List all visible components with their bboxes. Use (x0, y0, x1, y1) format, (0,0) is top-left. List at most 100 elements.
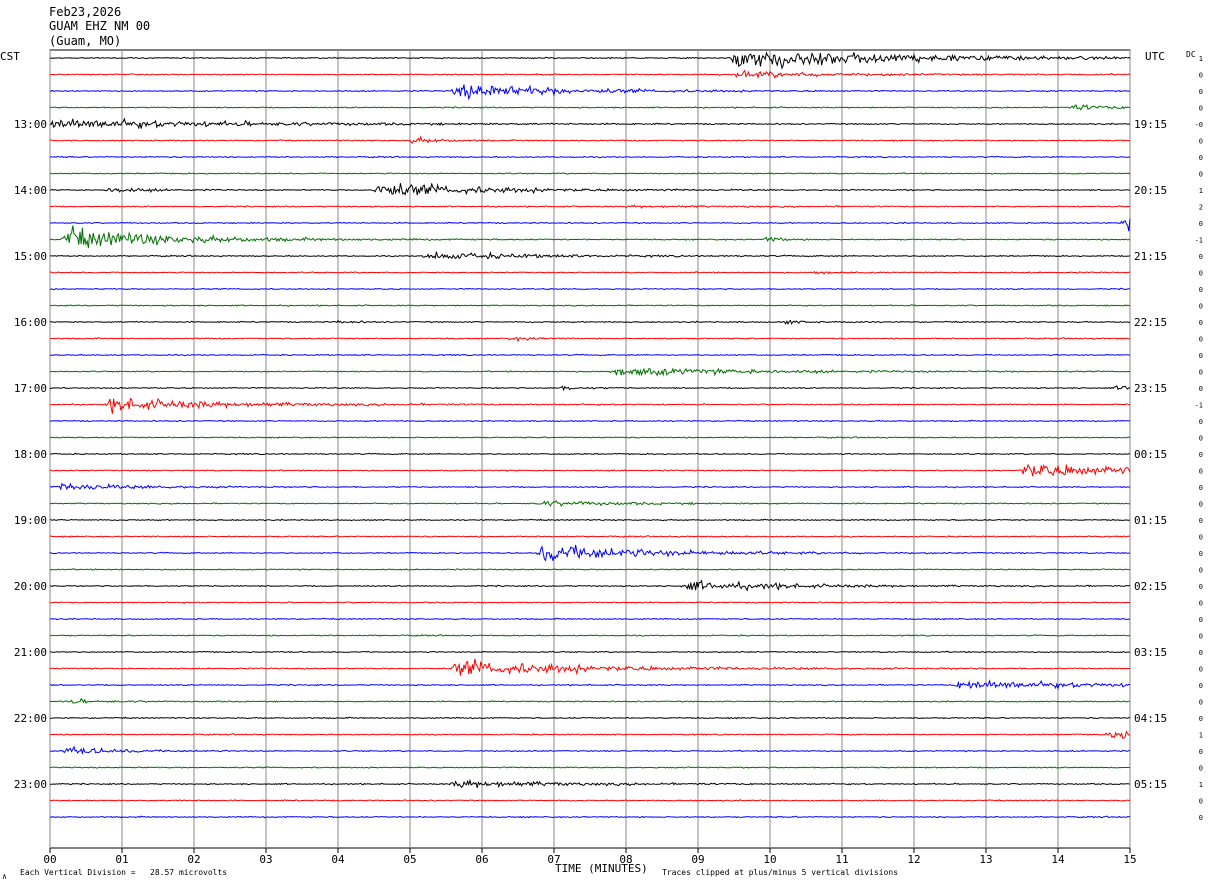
trace-line (49, 104, 1131, 111)
trace-line (49, 482, 1131, 491)
utc-hour-label: 03:15 (1134, 646, 1167, 659)
trace-line (49, 436, 1131, 439)
utc-hour-label: 19:15 (1134, 118, 1167, 131)
corner-mark: ∧ (2, 872, 7, 881)
trace-line (49, 745, 1131, 756)
trace-line (49, 204, 1131, 209)
trace-line (49, 579, 1131, 592)
dc-offset-value: 0 (1199, 369, 1203, 377)
dc-offset-value: 0 (1199, 88, 1203, 96)
trace-line (50, 250, 1131, 260)
dc-offset-value: 1 (1199, 187, 1203, 195)
dc-offset-value: 0 (1199, 682, 1203, 690)
utc-hour-label: 02:15 (1134, 580, 1167, 593)
x-tick-label: 03 (259, 853, 272, 866)
x-tick-label: 14 (1051, 853, 1065, 866)
cst-hour-label: 16:00 (14, 316, 47, 329)
cst-hour-label: 21:00 (14, 646, 47, 659)
x-tick-label: 09 (691, 853, 704, 866)
trace-line (49, 815, 1131, 819)
dc-offset-value: 0 (1199, 138, 1203, 146)
trace-line (49, 463, 1131, 477)
utc-hour-label: 20:15 (1134, 184, 1167, 197)
trace-line (49, 225, 1130, 249)
x-tick-label: 12 (907, 853, 920, 866)
x-tick-label: 11 (835, 853, 848, 866)
trace-line (49, 384, 1131, 392)
utc-hour-label: 04:15 (1134, 712, 1167, 725)
trace-line (49, 304, 1130, 307)
trace-line (49, 500, 1131, 507)
division-scale-note: Each Vertical Division = 28.57 microvolt… (20, 868, 228, 877)
dc-header: DC (1186, 50, 1196, 59)
x-tick-label: 05 (403, 853, 416, 866)
dc-offset-value: 0 (1199, 633, 1203, 641)
trace-line (50, 218, 1131, 232)
dc-offset-value: 0 (1199, 534, 1203, 542)
dc-offset-value: 0 (1199, 319, 1203, 327)
trace-line (49, 135, 1131, 144)
trace-line (50, 367, 1131, 377)
dc-offset-value: 0 (1199, 484, 1203, 492)
trace-line (49, 518, 1131, 522)
x-tick-label: 01 (115, 853, 128, 866)
dc-offset-value: 0 (1199, 501, 1203, 509)
cst-hour-label: 23:00 (14, 778, 47, 791)
x-tick-label: 00 (43, 853, 56, 866)
dc-offset-value: 0 (1199, 616, 1203, 624)
dc-offset-value: 0 (1199, 303, 1203, 311)
dc-offset-value: 0 (1199, 435, 1203, 443)
trace-line (49, 766, 1131, 769)
dc-offset-value: 0 (1199, 583, 1203, 591)
dc-offset-value: 0 (1199, 286, 1203, 294)
cst-hour-label: 17:00 (14, 382, 47, 395)
trace-line (49, 84, 1131, 101)
dc-offset-value: 0 (1199, 220, 1203, 228)
dc-offset-value: 0 (1199, 715, 1203, 723)
x-tick-label: 06 (475, 853, 488, 866)
trace-line (49, 172, 1131, 175)
trace-line (49, 697, 1131, 704)
dc-offset-value: 0 (1199, 699, 1203, 707)
utc-hour-label: 05:15 (1134, 778, 1167, 791)
dc-offset-value: 0 (1199, 352, 1203, 360)
dc-offset-value: 0 (1199, 567, 1203, 575)
trace-line (49, 658, 1131, 676)
cst-hour-label: 18:00 (14, 448, 47, 461)
dc-offset-value: 0 (1199, 468, 1203, 476)
dc-offset-value: 0 (1199, 798, 1203, 806)
dc-offset-value: 1 (1199, 781, 1203, 789)
plot-date: Feb23,2026 (49, 5, 122, 19)
trace-line (49, 617, 1131, 621)
station-id: GUAM EHZ NM 00 (49, 19, 151, 33)
dc-offset-value: 0 (1199, 748, 1203, 756)
cst-hour-label: 13:00 (14, 118, 47, 131)
right-timezone-label: UTC (1145, 50, 1165, 63)
trace-line (49, 799, 1131, 802)
left-timezone-label: CST (0, 50, 20, 63)
dc-offset-value: -0 (1195, 121, 1203, 129)
dc-offset-value: 0 (1199, 451, 1203, 459)
dc-offset-value: -1 (1195, 402, 1203, 410)
cst-hour-label: 20:00 (14, 580, 47, 593)
utc-hour-label: 23:15 (1134, 382, 1167, 395)
x-tick-label: 10 (763, 853, 776, 866)
x-tick-label: 15 (1123, 853, 1136, 866)
clip-note: Traces clipped at plus/minus 5 vertical … (662, 868, 899, 877)
trace-line (49, 544, 1130, 562)
dc-offset-value: 0 (1199, 550, 1203, 558)
dc-offset-value: 1 (1199, 55, 1203, 63)
dc-offset-value: 0 (1199, 270, 1203, 278)
trace-line (49, 535, 1131, 538)
trace-line (49, 650, 1130, 654)
trace-line (49, 117, 1131, 130)
utc-hour-label: 00:15 (1134, 448, 1167, 461)
trace-line (49, 183, 1131, 196)
dc-offset-value: 0 (1199, 649, 1203, 657)
dc-offset-value: 2 (1199, 204, 1203, 212)
x-axis-title: TIME (MINUTES) (555, 862, 648, 875)
dc-offset-value: 0 (1199, 765, 1203, 773)
dc-offset-value: 0 (1199, 154, 1203, 162)
trace-line (49, 155, 1131, 159)
